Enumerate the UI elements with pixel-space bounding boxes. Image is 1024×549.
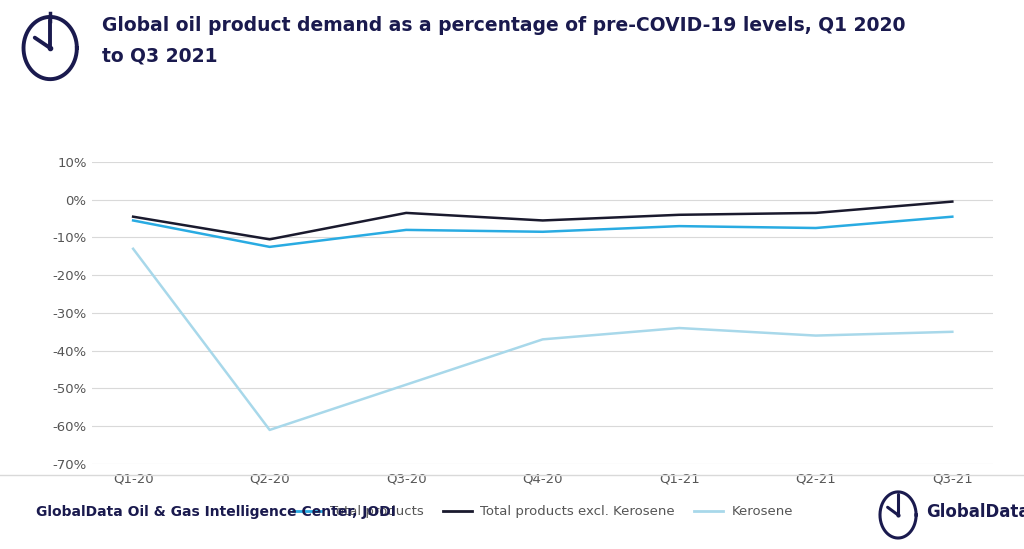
Text: GlobalData Oil & Gas Intelligence Center, JODI: GlobalData Oil & Gas Intelligence Center… <box>36 505 395 519</box>
Text: Global oil product demand as a percentage of pre-COVID-19 levels, Q1 2020: Global oil product demand as a percentag… <box>102 16 906 36</box>
Text: to Q3 2021: to Q3 2021 <box>102 47 218 66</box>
Text: GlobalData.: GlobalData. <box>926 503 1024 520</box>
Legend: Total products, Total products excl. Kerosene, Kerosene: Total products, Total products excl. Ker… <box>288 500 798 524</box>
